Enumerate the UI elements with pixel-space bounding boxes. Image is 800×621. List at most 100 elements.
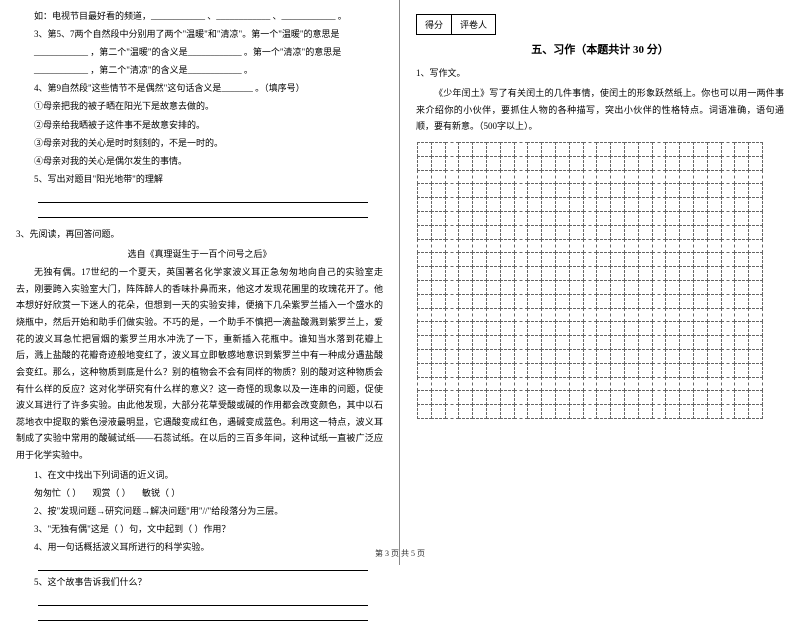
grid-cell <box>638 170 653 185</box>
grid-cell <box>500 197 515 212</box>
grid-cell <box>721 404 736 419</box>
grid-cell <box>527 349 542 364</box>
grid-cell <box>569 183 584 198</box>
grid-cell <box>748 266 763 281</box>
grid-cell <box>707 349 722 364</box>
grid-cell <box>734 335 749 350</box>
grid-row <box>418 198 784 212</box>
grid-cell <box>541 349 556 364</box>
grid-cell <box>445 390 460 405</box>
grid-cell <box>721 349 736 364</box>
grid-cell <box>721 170 736 185</box>
grid-cell <box>679 183 694 198</box>
grid-cell <box>514 183 529 198</box>
grid-cell <box>527 308 542 323</box>
grid-cell <box>569 170 584 185</box>
grid-cell <box>748 335 763 350</box>
grid-cell <box>652 170 667 185</box>
grid-cell <box>624 252 639 267</box>
grid-cell <box>445 321 460 336</box>
grid-cell <box>417 294 432 309</box>
grid-cell <box>748 170 763 185</box>
grid-cell <box>665 321 680 336</box>
grid-cell <box>445 266 460 281</box>
grid-cell <box>458 142 473 157</box>
grid-cell <box>665 349 680 364</box>
grid-cell <box>679 377 694 392</box>
grid-cell <box>486 197 501 212</box>
grid-cell <box>665 266 680 281</box>
grid-cell <box>569 377 584 392</box>
grid-cell <box>472 349 487 364</box>
grid-cell <box>652 349 667 364</box>
grid-cell <box>569 404 584 419</box>
grid-cell <box>417 252 432 267</box>
grid-cell <box>624 183 639 198</box>
grid-cell <box>472 335 487 350</box>
grid-cell <box>555 225 570 240</box>
grid-cell <box>734 225 749 240</box>
grid-cell <box>707 280 722 295</box>
answer-blank <box>38 206 368 218</box>
grid-cell <box>638 363 653 378</box>
grid-cell <box>514 404 529 419</box>
grid-cell <box>527 252 542 267</box>
q3-body: 无独有偶。17世纪的一个夏天，英国著名化学家波义耳正急匆匆地向自己的实验室走去，… <box>16 264 383 464</box>
grid-cell <box>472 197 487 212</box>
grid-cell <box>734 349 749 364</box>
grid-cell <box>555 142 570 157</box>
grid-cell <box>748 294 763 309</box>
grid-cell <box>431 335 446 350</box>
grid-cell <box>734 363 749 378</box>
grid-cell <box>693 252 708 267</box>
grid-cell <box>458 170 473 185</box>
grid-cell <box>541 377 556 392</box>
grid-cell <box>665 197 680 212</box>
grid-cell <box>734 308 749 323</box>
grid-cell <box>652 363 667 378</box>
grid-cell <box>527 363 542 378</box>
score-box: 得分 评卷人 <box>416 14 784 35</box>
grid-cell <box>679 266 694 281</box>
grid-cell <box>610 183 625 198</box>
grid-cell <box>693 335 708 350</box>
grid-cell <box>541 252 556 267</box>
grid-cell <box>734 294 749 309</box>
grid-cell <box>472 239 487 254</box>
grid-cell <box>555 239 570 254</box>
grid-cell <box>458 183 473 198</box>
grid-cell <box>693 321 708 336</box>
grid-row <box>418 267 784 281</box>
grid-cell <box>721 156 736 171</box>
grid-cell <box>665 363 680 378</box>
grid-cell <box>527 197 542 212</box>
grid-cell <box>472 390 487 405</box>
grid-cell <box>679 170 694 185</box>
grid-cell <box>458 280 473 295</box>
grid-cell <box>721 239 736 254</box>
grid-cell <box>445 404 460 419</box>
grid-cell <box>500 156 515 171</box>
grid-cell <box>693 170 708 185</box>
grid-cell <box>472 294 487 309</box>
grid-cell <box>514 335 529 350</box>
grid-cell <box>472 252 487 267</box>
grid-cell <box>541 404 556 419</box>
grid-cell <box>527 404 542 419</box>
grid-cell <box>458 266 473 281</box>
grid-cell <box>417 308 432 323</box>
grid-cell <box>652 308 667 323</box>
q3-intro: 3、先阅读，再回答问题。 <box>16 226 383 243</box>
grid-cell <box>514 390 529 405</box>
grid-cell <box>610 252 625 267</box>
grid-cell <box>417 349 432 364</box>
grid-row <box>418 405 784 419</box>
grid-cell <box>541 142 556 157</box>
grid-cell <box>638 335 653 350</box>
grid-cell <box>541 211 556 226</box>
grid-cell <box>693 197 708 212</box>
grid-cell <box>693 156 708 171</box>
grid-row <box>418 378 784 392</box>
section-title: 五、习作（本题共计 30 分） <box>416 41 784 57</box>
grid-cell <box>500 211 515 226</box>
